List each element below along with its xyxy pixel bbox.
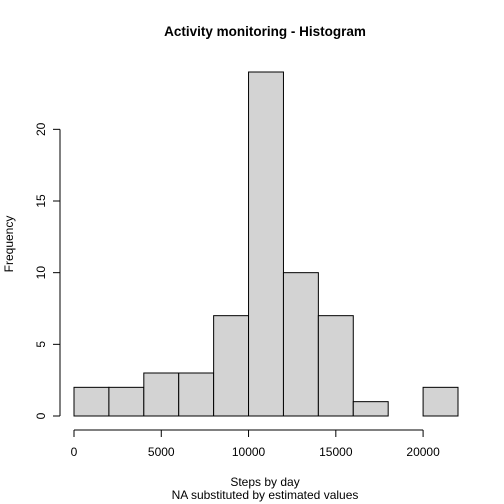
x-tick-label: 15000	[319, 445, 353, 459]
y-axis: 0 5 10 15 20	[34, 122, 61, 419]
histogram-bar	[317, 315, 354, 417]
histogram-bar	[282, 272, 319, 417]
bars-group	[73, 71, 459, 417]
x-axis: 0 5000 10000 15000 20000	[71, 429, 440, 459]
y-tick-label: 15	[34, 194, 48, 208]
x-tick-label: 20000	[406, 445, 440, 459]
x-axis-label: Steps by day	[230, 475, 299, 489]
y-tick-label: 10	[34, 266, 48, 280]
x-tick-label: 5000	[148, 445, 175, 459]
histogram-bar	[213, 315, 250, 417]
chart-title: Activity monitoring - Histogram	[164, 24, 366, 39]
histogram-bar	[422, 386, 459, 417]
y-tick-label: 5	[34, 341, 48, 348]
x-tick-label: 10000	[232, 445, 266, 459]
x-tick-label: 0	[71, 445, 78, 459]
y-axis-label: Frequency	[2, 216, 16, 273]
y-tick-label: 0	[34, 412, 48, 419]
histogram-bar	[108, 386, 145, 417]
x-axis-subtitle: NA substituted by estimated values	[172, 488, 359, 502]
histogram-bar	[143, 372, 180, 417]
y-tick-label: 20	[34, 122, 48, 136]
histogram-bar	[73, 386, 110, 417]
histogram-bar	[352, 401, 389, 417]
histogram-bar	[248, 71, 284, 417]
histogram-bar	[178, 372, 215, 417]
